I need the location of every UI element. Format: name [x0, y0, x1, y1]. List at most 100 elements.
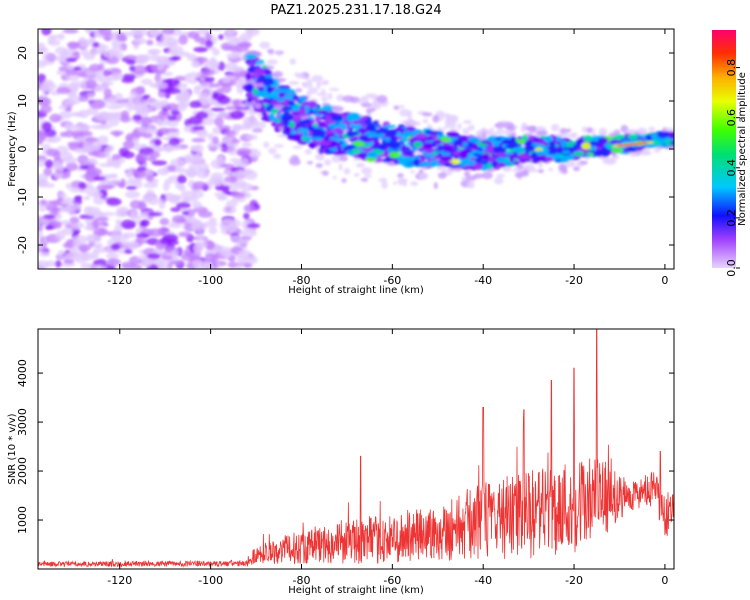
spectrogram-blob	[332, 105, 344, 113]
spectrogram-blob	[61, 156, 78, 164]
spectrogram-blob	[558, 163, 567, 172]
spectrogram-blob	[148, 151, 161, 159]
spectrogram-blob	[140, 78, 153, 85]
spectrogram-blob	[418, 158, 425, 163]
spectrogram-blob	[285, 126, 292, 134]
spectrogram-blob	[475, 157, 481, 164]
spectrogram-blob	[68, 83, 80, 92]
spectrogram-blob	[355, 162, 366, 168]
spectrogram-blob	[363, 144, 371, 148]
spectrogram-blob	[487, 157, 497, 163]
spectrogram-blob	[281, 106, 293, 111]
spectrogram-ylabel: Frequency (Hz)	[7, 111, 18, 187]
x-tick-label: -120	[107, 274, 132, 287]
spectrogram-blob	[338, 163, 343, 171]
spectrogram-blob	[229, 157, 241, 163]
spectrogram-blob	[91, 219, 100, 229]
spectrogram-blob	[622, 148, 630, 153]
spectrogram-blob	[306, 160, 314, 165]
spectrogram-blob	[135, 232, 150, 239]
spectrogram-blob	[544, 135, 553, 144]
spectrogram-blob	[106, 197, 122, 206]
snr-series-line	[38, 329, 674, 568]
spectrogram-blob	[397, 178, 408, 183]
spectrogram-blob	[548, 149, 557, 155]
spectrogram-blob	[231, 139, 241, 144]
spectrogram-blob	[646, 141, 653, 144]
spectrogram-blob	[225, 29, 236, 36]
spectrogram-blob	[245, 72, 252, 81]
spectrogram-blob	[93, 247, 107, 253]
spectrogram-blob	[419, 172, 429, 180]
figure-title: PAZ1.2025.231.17.18.G24	[270, 3, 441, 18]
spectrogram-blob	[441, 145, 454, 151]
spectrogram-blob	[297, 128, 305, 133]
spectrogram-blob	[63, 100, 77, 106]
spectrogram-blob	[242, 254, 252, 262]
spectrogram-blob	[373, 103, 382, 110]
spectrogram-blob	[113, 72, 124, 80]
spectrogram-blob	[492, 143, 500, 147]
spectrogram-blob	[52, 206, 59, 216]
spectrogram-blob	[83, 29, 93, 33]
spectrogram-blob	[430, 130, 438, 135]
spectrogram-blob	[583, 135, 593, 143]
spectrogram-blob	[92, 41, 100, 48]
spectrogram-blob	[46, 148, 60, 157]
spectrogram-blob	[167, 164, 177, 172]
spectrogram-blob	[124, 54, 137, 61]
spectrogram-blob	[71, 130, 84, 137]
spectrogram-blob	[473, 152, 480, 157]
spectrogram-blob	[230, 175, 238, 182]
spectrogram-blob	[221, 83, 232, 94]
colorbar-tick-label: 0.6	[725, 109, 738, 127]
spectrogram-blob	[378, 177, 388, 183]
spectrogram-blob	[222, 218, 233, 224]
spectrogram-blob	[191, 201, 203, 209]
spectrogram-blob	[210, 253, 220, 262]
spectrogram-blob	[142, 54, 151, 61]
spectrogram-blob	[372, 120, 379, 126]
spectrogram-blob	[143, 182, 158, 189]
spectrogram-blob	[403, 151, 412, 155]
spectrogram-blob	[38, 133, 46, 143]
spectrogram-blob	[62, 29, 79, 34]
y-tick-label: 0	[16, 146, 29, 153]
spectrogram-blob	[217, 34, 225, 40]
spectrogram-blob	[223, 45, 237, 50]
spectrogram-blob	[53, 223, 62, 229]
spectrogram-blob	[124, 181, 137, 186]
x-tick-label: -20	[565, 574, 583, 587]
spectrogram-blob	[40, 199, 47, 206]
spectrogram-blob	[400, 120, 413, 124]
spectrogram-blob	[653, 147, 661, 153]
spectrogram-blob	[86, 164, 96, 173]
spectrogram-blob	[162, 59, 177, 66]
spectrogram-blob	[328, 123, 338, 129]
spectrogram-blob	[496, 157, 509, 163]
spectrogram-blob	[381, 181, 388, 190]
spectrogram-blob	[295, 88, 303, 93]
spectrogram-blob	[188, 100, 202, 109]
spectrogram-blob	[648, 126, 655, 133]
spectrogram-blob	[463, 171, 471, 177]
spectrogram-blob	[245, 29, 257, 33]
spectrogram-blob	[230, 235, 243, 242]
spectrogram-blob	[565, 161, 576, 167]
spectrogram-blob	[410, 121, 421, 127]
spectrogram-blob	[527, 135, 535, 141]
spectrogram-blob	[140, 116, 153, 125]
spectrogram-blob	[78, 251, 92, 256]
spectrogram-blob	[642, 152, 653, 156]
spectrogram-blob	[221, 77, 231, 84]
spectrogram-blob	[98, 227, 107, 236]
spectrogram-blob	[102, 68, 110, 77]
spectrogram-blob	[243, 212, 250, 220]
spectrogram-blob	[254, 121, 267, 129]
spectrogram-blob	[443, 125, 449, 130]
spectrogram-blob	[365, 93, 378, 99]
spectrogram-blob	[42, 214, 56, 220]
spectrogram-blob	[196, 232, 205, 241]
spectrogram-blob	[446, 114, 458, 120]
spectrogram-blob	[93, 176, 106, 181]
